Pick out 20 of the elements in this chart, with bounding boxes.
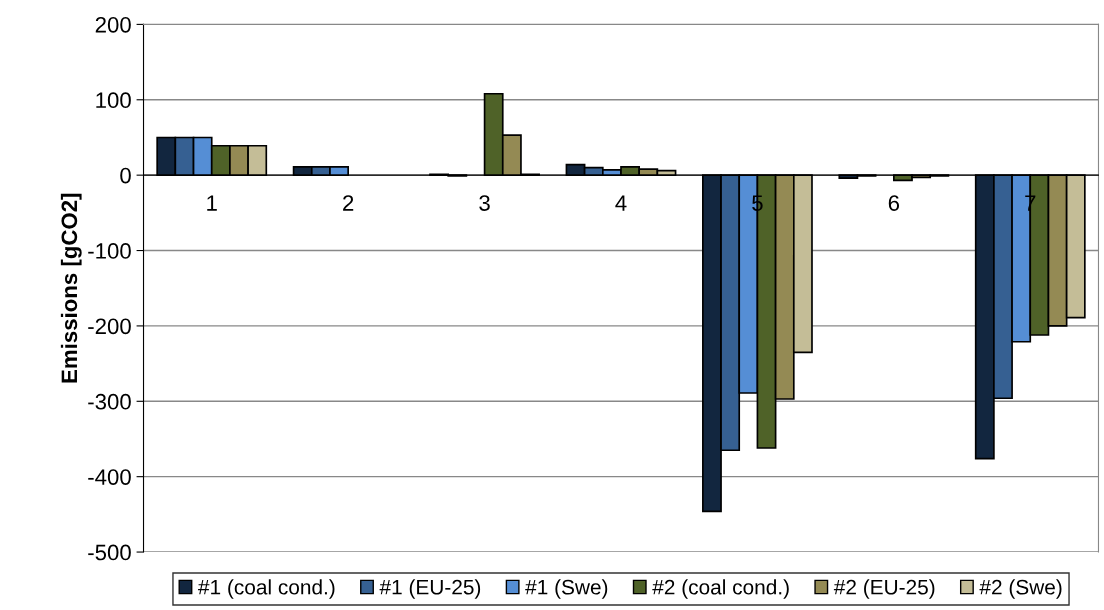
y-axis-title: Emissions [gCO2] — [60, 193, 82, 383]
legend-label: #2 (coal cond.) — [652, 579, 789, 599]
y-tick-label: 0 — [120, 167, 131, 184]
x-tick-label: 6 — [888, 195, 900, 211]
x-tick-label: 1 — [207, 195, 217, 211]
x-tick-label: 2 — [343, 195, 354, 211]
y-tick-label: 100 — [96, 92, 131, 109]
y-tick-label: -100 — [88, 243, 131, 259]
y-tick-label: -400 — [88, 469, 131, 485]
legend-label: #1 (EU-25) — [379, 579, 481, 599]
legend-label: #1 (coal cond.) — [198, 579, 335, 599]
y-tick-label: -300 — [88, 393, 131, 410]
legend-label: #2 (EU-25) — [833, 579, 935, 599]
legend-label: #1 (Swe) — [525, 579, 608, 599]
y-tick-label: -200 — [88, 318, 131, 335]
legend-label: #2 (Swe) — [979, 579, 1062, 599]
y-tick-label: 200 — [95, 16, 131, 33]
y-tick-label: -500 — [88, 544, 131, 561]
x-tick-label: 3 — [479, 195, 490, 211]
x-tick-label: 4 — [615, 195, 627, 211]
